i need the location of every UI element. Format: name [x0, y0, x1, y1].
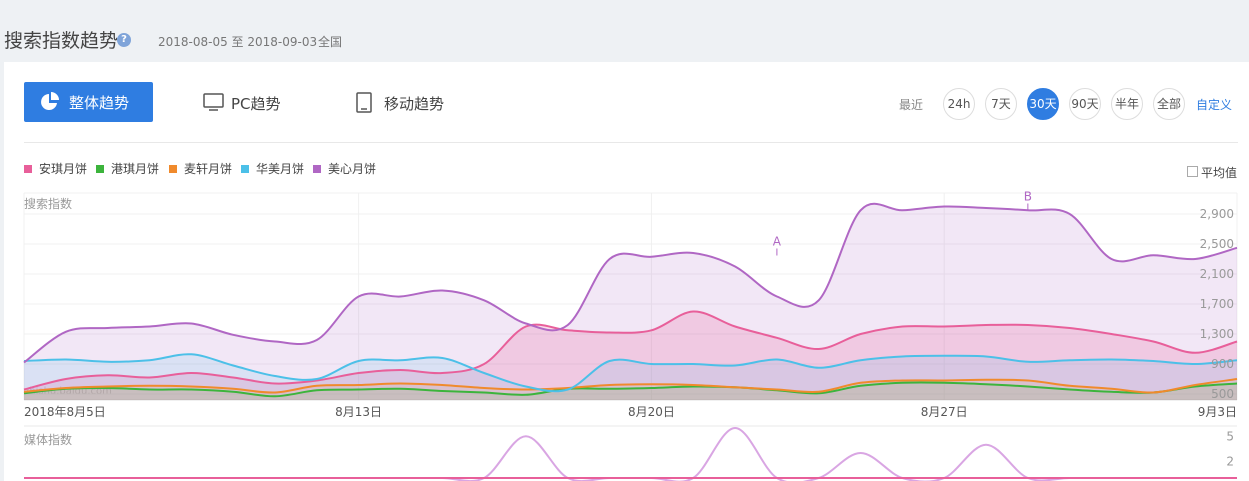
- range-all-button[interactable]: 全部: [1153, 88, 1185, 120]
- legend-label: 华美月饼: [256, 162, 305, 176]
- region-label: 全国: [318, 35, 343, 49]
- range-7d-button[interactable]: 7天: [985, 88, 1017, 120]
- search-index-title: 搜索指数: [24, 197, 73, 211]
- monitor-icon: [203, 92, 225, 116]
- legend-swatch: [96, 165, 104, 173]
- legend-item-maixuan[interactable]: 麦轩月饼: [169, 160, 232, 177]
- y-tick-label: 1,300: [1200, 327, 1234, 341]
- header-bar: 搜索指数趋势 ? 2018-08-05 至 2018-09-03 全国: [0, 0, 1249, 62]
- series-line: [23, 310, 1238, 391]
- average-label: 平均值: [1201, 166, 1238, 180]
- custom-range-link[interactable]: 自定义: [1196, 98, 1233, 112]
- pie-chart-icon: [40, 92, 60, 116]
- range-half-year-button[interactable]: 半年: [1111, 88, 1143, 120]
- tab-mobile-label: 移动趋势: [384, 95, 445, 113]
- tab-overall-trend[interactable]: 整体趋势: [24, 82, 153, 122]
- legend-label: 安琪月饼: [39, 162, 88, 176]
- average-checkbox[interactable]: [1187, 166, 1198, 177]
- series-line: [23, 353, 1238, 393]
- watermark: zhishu.baidu.com: [24, 386, 112, 397]
- series-line: [23, 381, 1238, 398]
- range-90d-button[interactable]: 90天: [1069, 88, 1101, 120]
- recent-label: 最近: [899, 98, 924, 112]
- date-range: 2018-08-05 至 2018-09-03: [158, 35, 318, 49]
- divider: [24, 142, 1238, 143]
- legend-label: 麦轩月饼: [184, 162, 233, 176]
- media-series-line: [24, 426, 1237, 481]
- chart-card: [4, 62, 1249, 481]
- y-tick-labels: 500 900 1,300 1,700 2,100 2,500 2,900: [1200, 207, 1234, 401]
- y-tick-label: 500: [1211, 387, 1234, 401]
- help-icon[interactable]: ?: [117, 33, 131, 47]
- x-tick-labels: 2018年8月5日 8月13日 8月20日 8月27日 9月3日: [24, 405, 1237, 419]
- legend-swatch: [241, 165, 249, 173]
- media-y-tick-label: 5: [1226, 429, 1234, 443]
- chart-areas: [24, 203, 1237, 400]
- annotation-label: A: [773, 235, 782, 249]
- series-area: [24, 354, 1237, 400]
- y-tick-label: 2,900: [1200, 207, 1234, 221]
- y-tick-label: 1,700: [1200, 297, 1234, 311]
- legend-swatch: [313, 165, 321, 173]
- tab-pc-label: PC趋势: [231, 95, 281, 113]
- legend-item-meixin[interactable]: 美心月饼: [313, 160, 376, 177]
- series-area: [24, 382, 1237, 400]
- page-title: 搜索指数趋势: [4, 30, 119, 52]
- range-24h-button[interactable]: 24h: [943, 88, 975, 120]
- legend-item-anqi[interactable]: 安琪月饼: [24, 160, 87, 177]
- legend-label: 美心月饼: [328, 162, 377, 176]
- x-tick-label: 8月20日: [628, 405, 675, 419]
- y-tick-label: 900: [1211, 357, 1234, 371]
- series-area: [24, 379, 1237, 400]
- media-y-tick-label: 2: [1226, 454, 1234, 468]
- legend-item-huamei[interactable]: 华美月饼: [241, 160, 304, 177]
- tab-overall-label: 整体趋势: [69, 94, 130, 112]
- y-tick-label: 2,100: [1200, 267, 1234, 281]
- series-area: [24, 311, 1237, 400]
- y-tick-label: 2,500: [1200, 237, 1234, 251]
- annotation-label: B: [1024, 190, 1032, 204]
- media-index-title: 媒体指数: [24, 433, 73, 447]
- chart-annotations: AB: [773, 190, 1032, 256]
- tablet-icon: [355, 92, 373, 118]
- chart-lines: [23, 202, 1238, 398]
- series-line: [23, 202, 1238, 364]
- legend-label: 港琪月饼: [111, 162, 160, 176]
- series-area: [24, 203, 1237, 400]
- x-tick-label: 8月27日: [921, 405, 968, 419]
- legend-swatch: [24, 165, 32, 173]
- legend-swatch: [169, 165, 177, 173]
- series-line: [23, 378, 1238, 394]
- legend-item-gangqi[interactable]: 港琪月饼: [96, 160, 159, 177]
- x-tick-label: 2018年8月5日: [24, 405, 106, 419]
- media-index-chart: 25: [24, 425, 1237, 481]
- x-tick-label: 8月13日: [335, 405, 382, 419]
- x-tick-label: 9月3日: [1198, 405, 1237, 419]
- range-30d-button[interactable]: 30天: [1027, 88, 1059, 120]
